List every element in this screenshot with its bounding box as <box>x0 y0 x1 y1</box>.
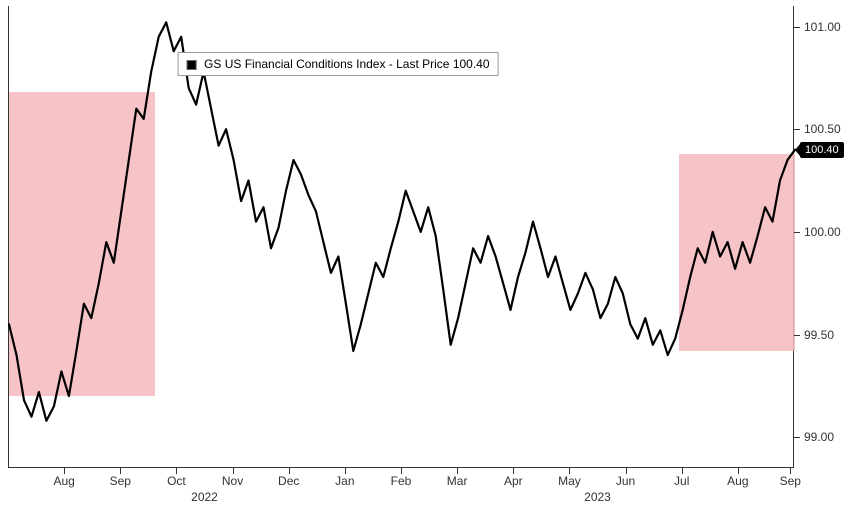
x-tick-label: May <box>558 474 581 488</box>
last-price-value: 100.40 <box>805 144 839 156</box>
legend: GS US Financial Conditions Index - Last … <box>178 52 499 76</box>
y-tick-label: 99.00 <box>804 430 834 444</box>
x-tick-label: Jan <box>335 474 354 488</box>
y-tick-mark <box>794 27 800 28</box>
y-tick-label: 100.50 <box>804 122 841 136</box>
y-tick-mark <box>794 437 800 438</box>
x-tick-label: Jun <box>616 474 635 488</box>
legend-marker <box>187 60 197 70</box>
y-tick-label: 100.00 <box>804 225 841 239</box>
x-tick-label: Feb <box>391 474 412 488</box>
x-tick-label: Oct <box>167 474 186 488</box>
x-tick-label: Dec <box>278 474 299 488</box>
y-tick-mark <box>794 129 800 130</box>
x-tick-label: Sep <box>780 474 801 488</box>
x-tick-label: Jul <box>674 474 689 488</box>
chart-container: GS US Financial Conditions Index - Last … <box>0 0 848 512</box>
legend-text: GS US Financial Conditions Index - Last … <box>204 57 489 71</box>
y-tick-label: 101.00 <box>804 20 841 34</box>
x-tick-label: Aug <box>727 474 748 488</box>
y-tick-mark <box>794 232 800 233</box>
x-tick-label: Mar <box>447 474 468 488</box>
y-tick-label: 99.50 <box>804 328 834 342</box>
y-tick-mark <box>794 335 800 336</box>
x-year-label: 2023 <box>584 490 611 504</box>
x-tick-label: Aug <box>53 474 74 488</box>
x-tick-label: Sep <box>110 474 131 488</box>
x-tick-label: Nov <box>222 474 243 488</box>
x-year-label: 2022 <box>191 490 218 504</box>
x-tick-label: Apr <box>504 474 523 488</box>
last-price-flag: 100.40 <box>800 142 844 158</box>
